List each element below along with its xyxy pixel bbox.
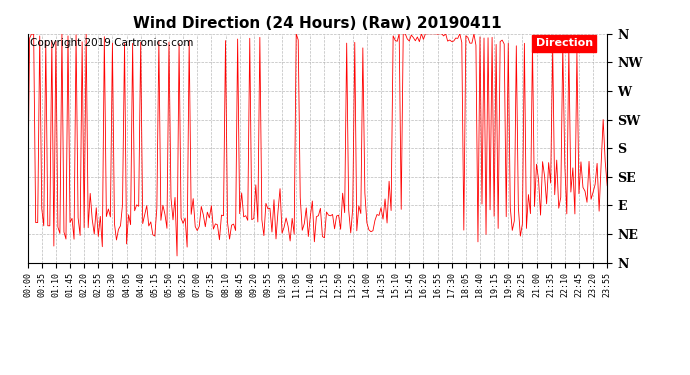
Title: Wind Direction (24 Hours) (Raw) 20190411: Wind Direction (24 Hours) (Raw) 20190411 (133, 16, 502, 31)
Text: Direction: Direction (535, 38, 593, 48)
Text: Copyright 2019 Cartronics.com: Copyright 2019 Cartronics.com (30, 38, 194, 48)
